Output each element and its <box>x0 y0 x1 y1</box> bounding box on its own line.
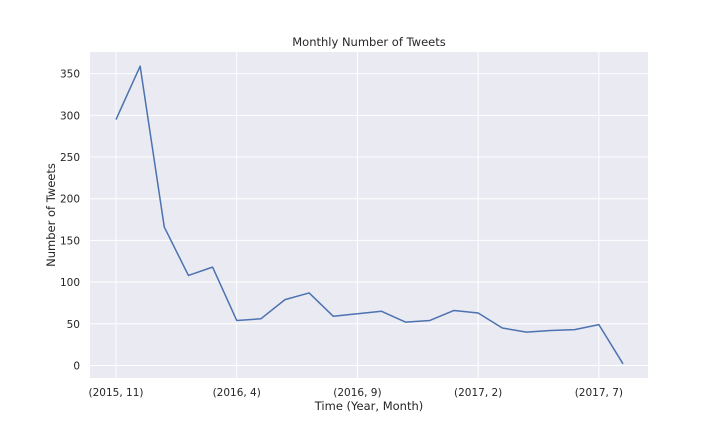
data-point <box>381 310 383 312</box>
data-point <box>453 309 455 311</box>
data-point <box>477 312 479 314</box>
data-point <box>163 226 165 228</box>
y-tick-label: 50 <box>67 319 80 331</box>
x-tick-label: (2016, 4) <box>213 387 261 399</box>
y-tick-labels: 0 50 100 150 200 250 300 350 <box>60 69 80 373</box>
data-point <box>139 65 141 67</box>
data-point <box>501 327 503 329</box>
x-tick-label: (2015, 11) <box>89 387 144 399</box>
x-tick-label: (2016, 9) <box>333 387 381 399</box>
y-tick-label: 150 <box>60 235 80 247</box>
x-tick-labels: (2015, 11) (2016, 4) (2016, 9) (2017, 2) (20… <box>89 387 623 399</box>
series-line <box>115 65 624 365</box>
data-point <box>115 119 117 121</box>
y-tick-label: 0 <box>73 360 80 372</box>
data-point <box>187 274 189 276</box>
plot-area <box>90 52 648 378</box>
data-point <box>598 324 600 326</box>
data-point <box>284 299 286 301</box>
data-point <box>236 319 238 321</box>
data-point <box>429 319 431 321</box>
chart-title: Monthly Number of Tweets <box>292 35 445 49</box>
data-point <box>212 266 214 268</box>
data-point <box>356 313 358 315</box>
data-point <box>332 315 334 317</box>
data-point <box>405 321 407 323</box>
x-tick-label: (2017, 2) <box>454 387 502 399</box>
data-point <box>550 329 552 331</box>
data-point <box>622 363 624 365</box>
x-tick-label: (2017, 7) <box>575 387 623 399</box>
y-axis-title: Number of Tweets <box>44 163 58 267</box>
data-point <box>308 292 310 294</box>
y-tick-label: 300 <box>60 110 80 122</box>
y-tick-label: 250 <box>60 152 80 164</box>
y-tick-label: 200 <box>60 194 80 206</box>
x-axis-title: Time (Year, Month) <box>314 399 423 413</box>
grid-lines <box>90 52 648 378</box>
data-point <box>260 318 262 320</box>
y-tick-label: 350 <box>60 69 80 81</box>
data-point <box>574 329 576 331</box>
data-point <box>525 331 527 333</box>
y-tick-label: 100 <box>60 277 80 289</box>
